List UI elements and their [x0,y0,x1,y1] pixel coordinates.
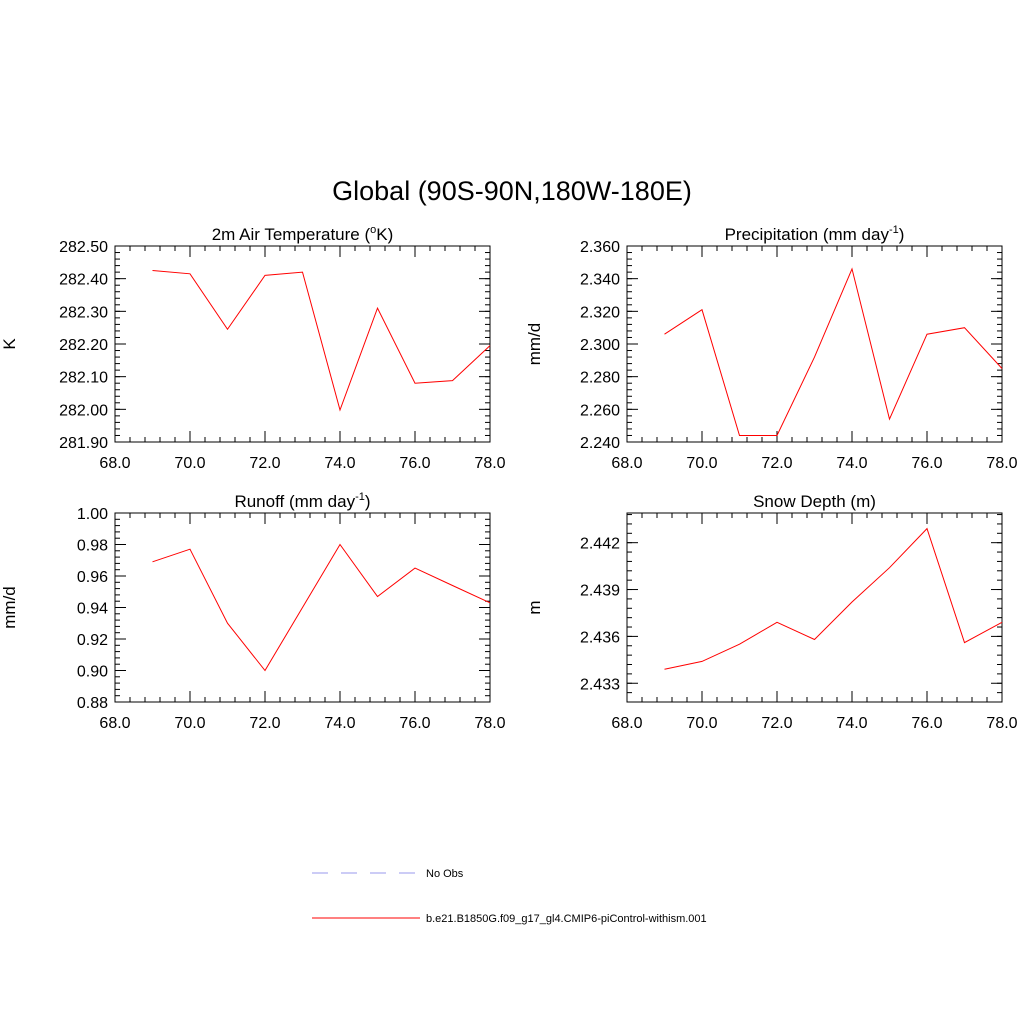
y-tick-label: 0.96 [77,569,108,586]
y-tick-label: 282.30 [59,304,108,321]
x-tick-label: 74.0 [324,455,355,472]
x-tick-label: 70.0 [174,715,205,732]
x-tick-label: 68.0 [611,715,642,732]
y-tick-label: 0.88 [77,695,108,712]
legend-entry: No Obs [312,868,464,880]
x-tick-label: 68.0 [611,455,642,472]
y-tick-label: 282.20 [59,337,108,354]
x-tick-label: 74.0 [836,455,867,472]
y-tick-label: 282.50 [59,239,108,256]
x-tick-label: 68.0 [99,715,130,732]
x-tick-label: 72.0 [761,455,792,472]
plot-frame [626,245,1003,443]
x-tick-label: 70.0 [174,455,205,472]
y-axis-label: K [0,338,19,350]
y-tick-label: 282.10 [59,370,108,387]
y-tick-label: 282.40 [59,272,108,289]
y-tick-label: 2.320 [580,304,620,321]
y-tick-label: 0.98 [77,538,108,555]
y-tick-label: 2.433 [580,676,620,693]
y-tick-label: 282.00 [59,402,108,419]
y-tick-label: 2.240 [580,435,620,452]
y-tick-label: 1.00 [77,506,108,523]
panel-snow-depth: Snow Depth (m) 68.0 70.0 72.0 74.0 76.0 78.0 2.… [525,492,1018,732]
y-tick-label: 2.436 [580,629,620,646]
panel-title: Precipitation (mm day-1) [725,224,905,244]
y-tick-label: 2.300 [580,337,620,354]
x-tick-label: 68.0 [99,455,130,472]
y-tick-label: 2.439 [580,583,620,600]
x-tick-label: 78.0 [474,455,505,472]
legend-label: No Obs [426,868,464,880]
y-tick-label: 0.94 [77,601,108,618]
x-tick-label: 70.0 [686,455,717,472]
legend-entry: b.e21.B1850G.f09_g17_gl4.CMIP6-piControl… [312,913,707,925]
x-tick-label: 74.0 [836,715,867,732]
x-tick-label: 76.0 [399,715,430,732]
y-tick-label: 2.360 [580,239,620,256]
panel-title: Runoff (mm day-1) [234,491,370,511]
panel-title: 2m Air Temperature (oK) [212,224,394,244]
y-axis-label: mm/d [525,323,544,366]
series-line [664,267,1003,436]
x-tick-label: 74.0 [324,715,355,732]
y-tick-label: 2.260 [580,402,620,419]
y-tick-label: 2.280 [580,370,620,387]
x-tick-label: 72.0 [249,455,280,472]
panel-precipitation: Precipitation (mm day-1) 68.0 70.0 72.0 74.0… [525,224,1018,472]
series-line [664,527,1003,670]
x-tick-label: 76.0 [911,455,942,472]
x-tick-label: 76.0 [911,715,942,732]
y-tick-label: 2.340 [580,272,620,289]
x-tick-label: 78.0 [474,715,505,732]
panel-runoff: Runoff (mm day-1) 68.0 70.0 72.0 74.0 76.0 78.… [0,491,506,732]
series-line [152,270,491,412]
main-title: Global (90S-90N,180W-180E) [332,176,692,206]
y-axis-label: m [525,600,544,614]
y-tick-label: 0.92 [77,632,108,649]
legend-label: b.e21.B1850G.f09_g17_gl4.CMIP6-piControl… [426,913,707,925]
y-tick-label: 281.90 [59,435,108,452]
y-axis-label: mm/d [0,586,19,629]
x-tick-label: 72.0 [249,715,280,732]
x-tick-label: 72.0 [761,715,792,732]
panels: 2m Air Temperature (oK) 68.0 70.0 72.0 74.0 7… [0,224,1018,732]
x-tick-label: 78.0 [986,715,1017,732]
y-tick-label: 2.442 [580,536,620,553]
panel-title: Snow Depth (m) [753,492,876,511]
plot-frame [114,245,491,443]
panel-temperature: 2m Air Temperature (oK) 68.0 70.0 72.0 74.0 7… [0,224,506,472]
x-tick-label: 78.0 [986,455,1017,472]
x-tick-label: 70.0 [686,715,717,732]
series-line [152,543,491,672]
legend: No Obs b.e21.B1850G.f09_g17_gl4.CMIP6-piC… [312,868,707,925]
plot-frame [626,512,1003,703]
y-tick-label: 0.90 [77,664,108,681]
x-tick-label: 76.0 [399,455,430,472]
